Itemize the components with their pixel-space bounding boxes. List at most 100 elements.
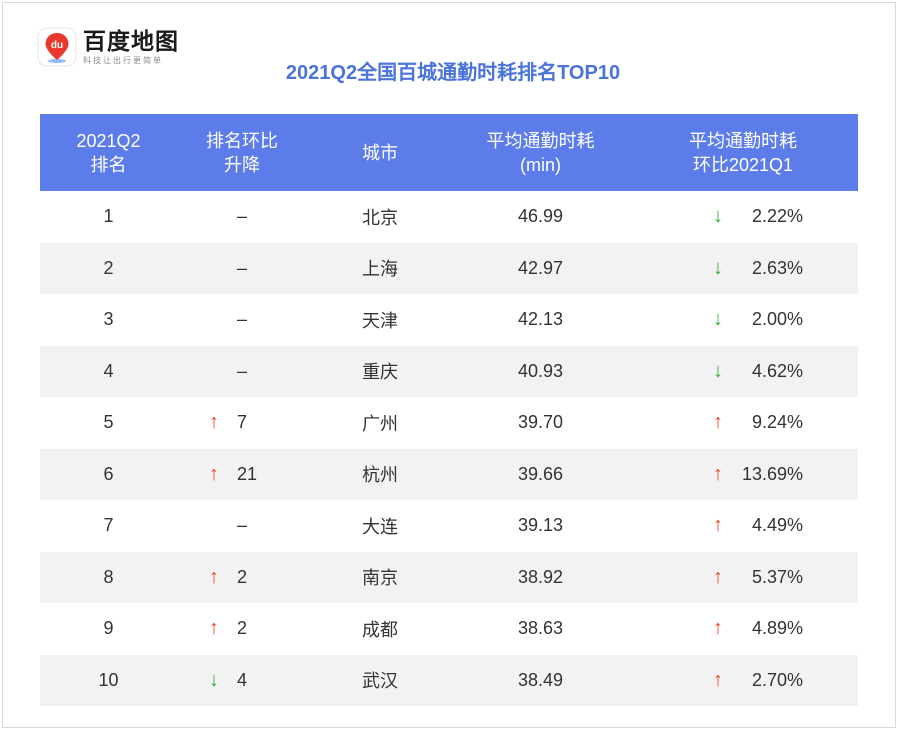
city-cell: 广州	[307, 397, 453, 449]
rank-cell: 2	[40, 242, 177, 294]
arrow-up-icon: ↑	[713, 411, 723, 434]
arrow-down-icon: ↓	[713, 205, 723, 228]
qoq-change-value: 2.63%	[751, 257, 803, 278]
arrow-up-icon: ↑	[713, 514, 723, 537]
arrow-down-icon: ↓	[713, 308, 723, 331]
no-change-dash: –	[236, 206, 247, 227]
commute-time-cell: 38.49	[453, 654, 628, 706]
header-rank-change: 排名环比 升降	[177, 114, 307, 191]
city-cell: 成都	[307, 603, 453, 655]
qoq-change-cell: ↑ 4.89%	[628, 603, 858, 655]
city-cell: 北京	[307, 191, 453, 243]
no-change-dash: –	[236, 360, 247, 381]
rank-change-cell: –	[177, 242, 307, 294]
qoq-change-value: 9.24%	[751, 412, 803, 433]
rank-change-cell: ↑ 2	[177, 551, 307, 603]
page-title: 2021Q2全国百城通勤时耗排名TOP10	[285, 62, 621, 84]
rank-change-value: 7	[237, 412, 248, 433]
rank-cell: 7	[40, 500, 177, 552]
arrow-down-icon: ↓	[713, 256, 723, 279]
qoq-change-value: 4.89%	[751, 618, 803, 639]
rank-change-cell: ↓ 4	[177, 654, 307, 706]
qoq-change-cell: ↓ 2.63%	[628, 242, 858, 294]
qoq-change-cell: ↑ 9.24%	[628, 397, 858, 449]
city-cell: 上海	[307, 242, 453, 294]
rank-change-value: 4	[237, 669, 248, 690]
city-cell: 南京	[307, 551, 453, 603]
commute-time-cell: 39.70	[453, 397, 628, 449]
rank-cell: 9	[40, 603, 177, 655]
map-pin-logo-icon: du	[37, 27, 77, 67]
ranking-table: 2021Q2 排名 排名环比 升降 城市 平均通勤时耗 (min) 平均通勤时耗 环比2…	[40, 114, 858, 706]
baidu-maps-logo: du 百度地图 科技让出行更简单	[37, 27, 179, 71]
commute-time-cell: 42.13	[453, 294, 628, 346]
qoq-change-value: 4.49%	[751, 515, 803, 536]
table-row: 2 – 上海 42.97 ↓ 2.63%	[40, 242, 858, 294]
qoq-change-value: 13.69%	[741, 463, 803, 484]
arrow-up-icon: ↑	[713, 617, 723, 640]
commute-time-cell: 39.13	[453, 500, 628, 552]
rank-change-value: 21	[237, 463, 258, 484]
commute-time-cell: 46.99	[453, 191, 628, 243]
arrow-down-icon: ↓	[713, 359, 723, 382]
rank-cell: 8	[40, 551, 177, 603]
qoq-change-value: 2.70%	[751, 669, 803, 690]
commute-time-cell: 38.63	[453, 603, 628, 655]
table-row: 9 ↑ 2 成都 38.63 ↑ 4.89%	[40, 603, 858, 655]
arrow-up-icon: ↑	[713, 668, 723, 691]
rank-cell: 6	[40, 448, 177, 500]
rank-cell: 10	[40, 654, 177, 706]
arrow-up-icon: ↑	[209, 565, 219, 588]
rank-cell: 4	[40, 345, 177, 397]
logo-badge-text: du	[51, 40, 63, 51]
commute-time-cell: 42.97	[453, 242, 628, 294]
rank-cell: 5	[40, 397, 177, 449]
qoq-change-value: 2.00%	[751, 309, 803, 330]
table-row: 10 ↓ 4 武汉 38.49 ↑ 2.70%	[40, 654, 858, 706]
table-row: 7 – 大连 39.13 ↑ 4.49%	[40, 500, 858, 552]
table-body: 1– 北京 46.99 ↓ 2.22% 2– 上海 42.97 ↓ 2.63% 3– 天津 42.13 ↓…	[40, 191, 858, 706]
rank-change-cell: ↑ 7	[177, 397, 307, 449]
logo-name: 百度地图	[83, 28, 179, 54]
city-cell: 武汉	[307, 654, 453, 706]
table-row: 1 – 北京 46.99 ↓ 2.22%	[40, 191, 858, 243]
no-change-dash: –	[236, 309, 247, 330]
commute-time-cell: 38.92	[453, 551, 628, 603]
rank-cell: 3	[40, 294, 177, 346]
no-change-dash: –	[236, 257, 247, 278]
arrow-up-icon: ↑	[713, 565, 723, 588]
arrow-up-icon: ↑	[209, 411, 219, 434]
city-cell: 杭州	[307, 448, 453, 500]
header-avg-commute-time: 平均通勤时耗 (min)	[453, 114, 628, 191]
rank-change-cell: ↑ 2	[177, 603, 307, 655]
rank-change-cell: –	[177, 294, 307, 346]
qoq-change-cell: ↓ 2.00%	[628, 294, 858, 346]
rank-change-cell: ↑ 21	[177, 448, 307, 500]
table-row: 8 ↑ 2 南京 38.92 ↑ 5.37%	[40, 551, 858, 603]
qoq-change-cell: ↑ 4.49%	[628, 500, 858, 552]
qoq-change-value: 5.37%	[751, 566, 803, 587]
qoq-change-value: 2.22%	[751, 206, 803, 227]
city-cell: 天津	[307, 294, 453, 346]
table-row: 6 ↑ 21 杭州 39.66 ↑ 13.69%	[40, 448, 858, 500]
arrow-up-icon: ↑	[209, 462, 219, 485]
arrow-down-icon: ↓	[209, 668, 219, 691]
city-cell: 重庆	[307, 345, 453, 397]
header-rank: 2021Q2 排名	[40, 114, 177, 191]
rank-change-cell: –	[177, 191, 307, 243]
city-cell: 大连	[307, 500, 453, 552]
table-row: 3 – 天津 42.13 ↓ 2.00%	[40, 294, 858, 346]
qoq-change-cell: ↑ 13.69%	[628, 448, 858, 500]
qoq-change-cell: ↓ 2.22%	[628, 191, 858, 243]
arrow-up-icon: ↑	[713, 462, 723, 485]
commute-time-cell: 39.66	[453, 448, 628, 500]
qoq-change-cell: ↓ 4.62%	[628, 345, 858, 397]
rank-change-cell: –	[177, 345, 307, 397]
qoq-change-value: 4.62%	[751, 360, 803, 381]
header-qoq-change: 平均通勤时耗 环比2021Q1	[628, 114, 858, 191]
rank-change-value: 2	[237, 618, 248, 639]
header-city: 城市	[307, 114, 453, 191]
rank-cell: 1	[40, 191, 177, 243]
table-row: 4 – 重庆 40.93 ↓ 4.62%	[40, 345, 858, 397]
rank-change-value: 2	[237, 566, 248, 587]
